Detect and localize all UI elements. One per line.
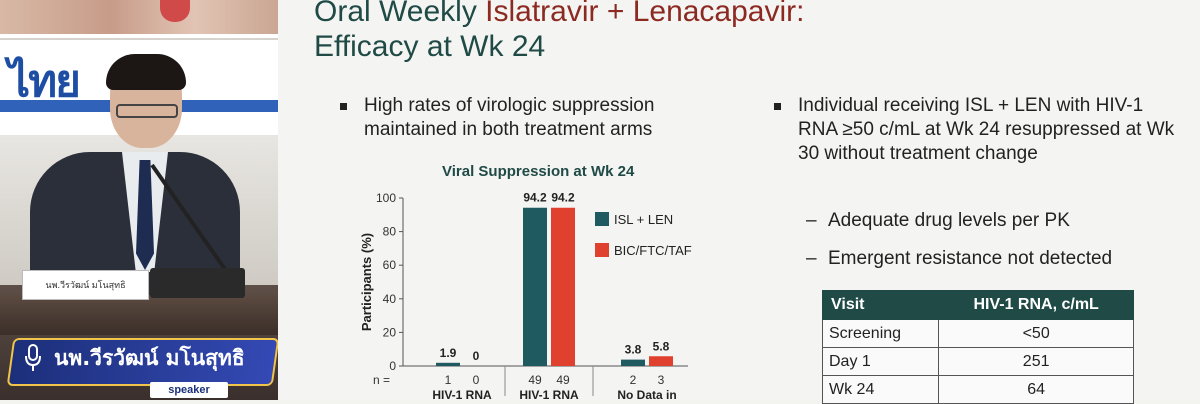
table-cell: 251 [938, 347, 1134, 376]
bar [436, 362, 460, 366]
bullet-marker [340, 103, 347, 110]
bar [649, 356, 673, 366]
n-value: 49 [528, 373, 542, 387]
n-value: 1 [445, 373, 452, 387]
sub-bullet-2: – Emergent resistance not detected [806, 248, 1113, 269]
hiv-rna-table: Visit HIV-1 RNA, c/mL Screening <50 Day … [821, 290, 1134, 404]
y-axis-label: Participants (%) [359, 233, 374, 331]
slide-title: Oral Weekly Islatravir + Lenacapavir: Ef… [314, 0, 804, 64]
table-row: Wk 24 64 [821, 375, 1134, 404]
data-label: 1.9 [440, 346, 457, 360]
legend-label: BIC/FTC/TAF [614, 243, 692, 258]
y-tick-label: 20 [383, 325, 397, 339]
banner-text: ไทย [8, 56, 81, 107]
table-row: Day 1 251 [821, 347, 1134, 376]
data-label: 3.8 [625, 343, 642, 357]
category-label: HIV-1 RNA [432, 388, 492, 400]
y-tick-label: 100 [376, 191, 396, 205]
chart-title: Viral Suppression at Wk 24 [442, 163, 635, 180]
speaker-name: นพ.วีรวัฒน์ มโนสุทธิ [54, 346, 245, 370]
table-cell: Screening [821, 319, 940, 348]
sub-bullet-1: – Adequate drug levels per PK [806, 210, 1070, 231]
n-value: 0 [473, 373, 480, 387]
table-cell: Wk 24 [821, 375, 940, 404]
title-part1: Oral Weekly [314, 0, 486, 28]
bar [523, 207, 547, 366]
speaker-role: speaker [150, 382, 228, 398]
category-label: No Data in [617, 388, 676, 400]
laptop [150, 268, 245, 298]
y-tick-label: 80 [383, 225, 397, 239]
speaker-hair [106, 54, 186, 90]
bullet-right-text: Individual receiving ISL + LEN with HIV-… [798, 95, 1175, 164]
category-label: HIV-1 RNA [519, 388, 579, 400]
video-top-strip [0, 0, 278, 38]
microphone-icon [22, 344, 44, 376]
data-label: 5.8 [653, 339, 670, 353]
data-label: 94.2 [551, 191, 575, 205]
table-header-row: Visit HIV-1 RNA, c/mL [821, 290, 1134, 320]
nameplate: นพ.วีรวัฒน์ มโนสุทธิ [22, 270, 149, 300]
table-cell: Day 1 [821, 347, 940, 376]
table-header-visit: Visit [821, 290, 940, 320]
n-value: 3 [658, 373, 665, 387]
title-line2: Efficacy at Wk 24 [314, 30, 546, 63]
data-label: 94.2 [523, 191, 547, 205]
sub-bullet-1-text: Adequate drug levels per PK [828, 210, 1070, 231]
legend-swatch [595, 212, 609, 226]
bar [551, 207, 575, 366]
bullet-left-text: High rates of virologic suppression main… [364, 95, 655, 140]
speaker-video-panel: ไทย นพ.วีรวัฒน์ มโนสุทธิ นพ.วีรวัฒน์ มโน… [0, 0, 278, 400]
lower-third: นพ.วีรวัฒน์ มโนสุทธิ speaker [0, 330, 278, 400]
desk [0, 295, 278, 335]
table-cell: 64 [938, 375, 1134, 404]
bullet-marker [774, 103, 781, 110]
speaker-glasses [116, 104, 178, 118]
presentation-slide: Oral Weekly Islatravir + Lenacapavir: Ef… [278, 0, 1200, 404]
n-label: n = [373, 373, 390, 387]
bar [621, 359, 645, 366]
table-row: Screening <50 [821, 319, 1134, 348]
table-cell: <50 [938, 319, 1134, 348]
n-value: 2 [630, 373, 637, 387]
n-value: 49 [556, 373, 570, 387]
table-header-rna: HIV-1 RNA, c/mL [938, 290, 1134, 320]
data-label: 0 [473, 349, 480, 363]
legend-label: ISL + LEN [614, 212, 673, 227]
legend-swatch [595, 243, 609, 257]
y-tick-label: 40 [383, 292, 397, 306]
bullet-right: Individual receiving ISL + LEN with HIV-… [774, 94, 1178, 166]
y-tick-label: 60 [383, 258, 397, 272]
y-tick-label: 0 [389, 359, 396, 373]
title-part2: Islatravir + Lenacapavir: [485, 0, 805, 28]
speaker-tie [136, 160, 154, 270]
sub-bullet-2-text: Emergent resistance not detected [828, 248, 1113, 269]
bullet-left: High rates of virologic suppression main… [340, 94, 744, 142]
